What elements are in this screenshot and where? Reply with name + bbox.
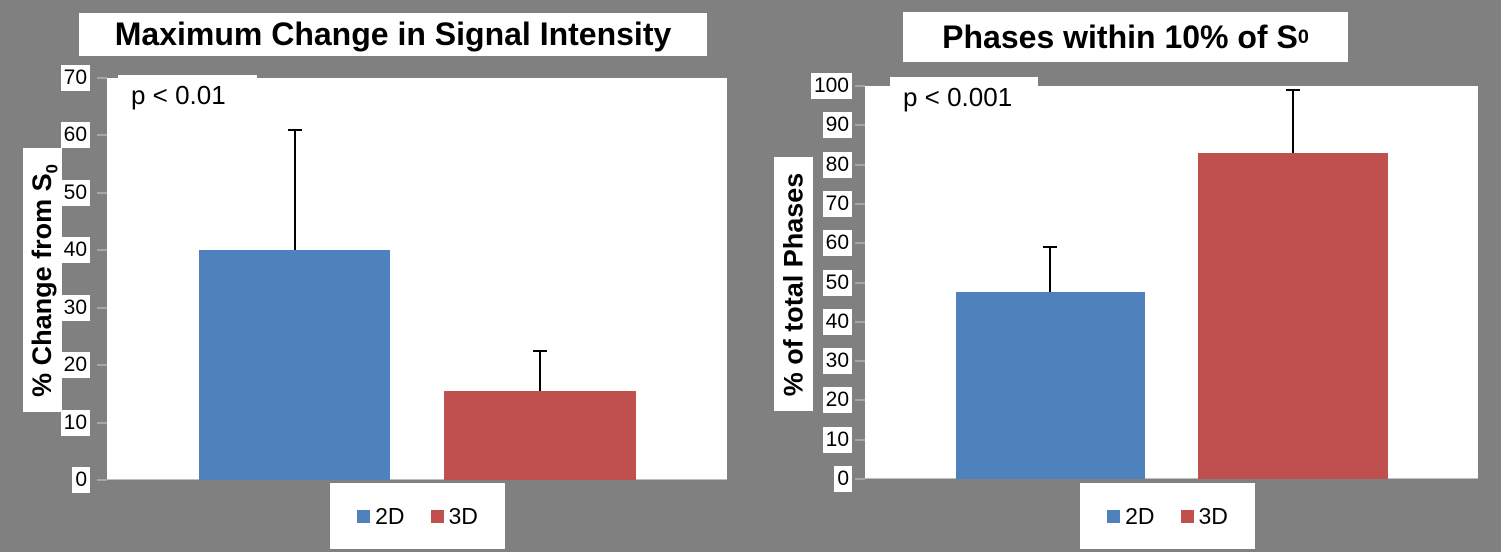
- y-tick-mark: [97, 421, 107, 424]
- y-tick-label: 80: [822, 151, 852, 178]
- y-axis-label: % Change from S0: [23, 148, 62, 412]
- y-tick-mark: [855, 320, 865, 323]
- y-tick-label: 50: [60, 179, 90, 206]
- bar-3d: [1198, 152, 1388, 479]
- p-value-text: p < 0.001: [903, 81, 1013, 112]
- y-tick-mark: [97, 77, 107, 79]
- y-tick-label: 0: [834, 466, 852, 492]
- legend-item: 3D: [430, 502, 478, 530]
- y-tick-label: 30: [822, 348, 852, 375]
- y-axis-label: % of total Phases: [774, 157, 813, 411]
- bar-2d: [198, 250, 391, 480]
- chart-title-text: Phases within 10% of S: [942, 18, 1298, 55]
- y-tick-label: 70: [822, 190, 852, 217]
- y-tick-label: 70: [60, 65, 90, 91]
- y-tick-mark: [855, 85, 865, 87]
- error-bar-cap: [1286, 88, 1301, 91]
- p-value-annotation: p < 0.001: [890, 77, 1038, 117]
- y-tick-mark: [97, 479, 107, 481]
- p-value-text: p < 0.01: [131, 79, 226, 110]
- error-bar-cap: [1043, 246, 1058, 249]
- y-tick-mark: [855, 281, 865, 284]
- legend: 2D 3D: [1080, 483, 1255, 549]
- legend-item: 2D: [357, 502, 405, 530]
- legend-label: 2D: [375, 502, 405, 529]
- bar-3d: [444, 390, 636, 480]
- y-tick-label: 20: [822, 387, 852, 414]
- y-tick-label: 100: [810, 73, 852, 99]
- x-axis-line: [865, 478, 1478, 479]
- legend-swatch-2d: [357, 509, 371, 523]
- legend-item: 3D: [1180, 502, 1228, 530]
- legend-label: 2D: [1125, 502, 1155, 529]
- error-bar-cap: [287, 128, 302, 131]
- y-tick-mark: [855, 242, 865, 245]
- chart-title-text: Maximum Change in Signal Intensity: [114, 16, 672, 52]
- y-axis-label-text: % of total Phases: [778, 172, 808, 396]
- error-bar-line: [293, 129, 296, 251]
- y-tick-label: 90: [822, 112, 852, 139]
- p-value-annotation: p < 0.01: [118, 75, 257, 115]
- y-tick-label: 10: [60, 409, 90, 436]
- y-tick-label: 50: [822, 269, 852, 296]
- legend-swatch-3d: [1180, 509, 1194, 523]
- y-tick-mark: [97, 364, 107, 367]
- error-bar-line: [539, 350, 542, 391]
- error-bar-line: [1292, 89, 1295, 153]
- y-tick-mark: [855, 438, 865, 441]
- y-tick-label: 10: [822, 426, 852, 453]
- y-tick-label: 40: [822, 308, 852, 335]
- y-tick-mark: [855, 124, 865, 127]
- y-tick-mark: [97, 249, 107, 252]
- y-tick-mark: [855, 478, 865, 480]
- y-tick-label: 30: [60, 294, 90, 321]
- y-tick-label: 40: [60, 237, 90, 264]
- error-bar-line: [1049, 247, 1052, 293]
- y-tick-label: 60: [60, 122, 90, 149]
- error-bar-cap: [533, 349, 548, 352]
- y-tick-label: 0: [72, 467, 90, 493]
- y-tick-mark: [97, 134, 107, 137]
- legend: 2D 3D: [330, 483, 505, 549]
- y-tick-mark: [855, 202, 865, 205]
- legend-swatch-3d: [430, 509, 444, 523]
- y-tick-mark: [855, 399, 865, 402]
- y-tick-label: 20: [60, 352, 90, 379]
- chart-title: Maximum Change in Signal Intensity: [79, 13, 707, 56]
- bar-2d: [955, 292, 1146, 479]
- y-tick-mark: [97, 306, 107, 309]
- y-tick-mark: [855, 163, 865, 166]
- y-tick-mark: [855, 360, 865, 363]
- legend-swatch-2d: [1107, 509, 1121, 523]
- legend-item: 2D: [1107, 502, 1155, 530]
- legend-label: 3D: [1198, 502, 1228, 529]
- x-axis-line: [107, 479, 727, 480]
- y-tick-label: 60: [822, 230, 852, 257]
- legend-label: 3D: [448, 502, 478, 529]
- y-tick-mark: [97, 191, 107, 194]
